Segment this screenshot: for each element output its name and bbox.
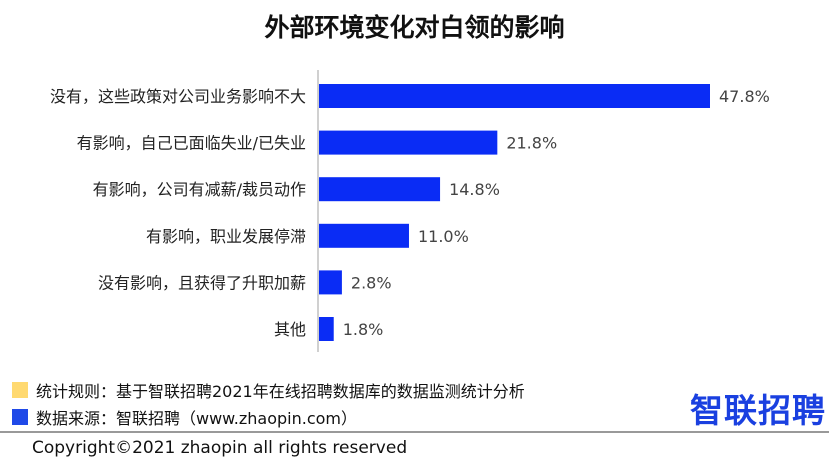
legend-swatch-blue: [12, 409, 28, 425]
bar-chart: 没有，这些政策对公司业务影响不大 47.8% 有影响，自己已面临失业/已失业 21.8…: [50, 70, 770, 352]
zhaopin-logo: 智联招聘: [690, 391, 826, 430]
legend-source: 数据来源：智联招聘（www.zhaopin.com）: [12, 405, 357, 429]
bar: [319, 317, 334, 341]
legend-source-text: 数据来源：智联招聘（www.zhaopin.com）: [36, 409, 358, 428]
category-label: 有影响，职业发展停滞: [146, 227, 306, 246]
bar: [319, 130, 498, 155]
data-label: 47.8%: [719, 87, 770, 106]
bar: [319, 223, 409, 248]
data-label: 2.8%: [351, 273, 392, 292]
bar: [319, 84, 710, 108]
copyright: Copyright©2021 zhaopin all rights reserv…: [32, 438, 408, 458]
data-label: 1.8%: [343, 320, 384, 339]
data-label: 14.8%: [449, 180, 500, 199]
data-label: 21.8%: [506, 134, 557, 153]
legend-rule-text: 统计规则：基于智联招聘2021年在线招聘数据库的数据监测统计分析: [36, 382, 525, 401]
bar: [319, 177, 441, 202]
divider: [0, 431, 829, 433]
legend-rule: 统计规则：基于智联招聘2021年在线招聘数据库的数据监测统计分析: [12, 378, 525, 402]
category-label: 没有，这些政策对公司业务影响不大: [50, 87, 306, 106]
bar: [319, 270, 342, 295]
chart-title: 外部环境变化对白领的影响: [264, 13, 565, 42]
data-label: 11.0%: [418, 227, 469, 246]
category-label: 有影响，公司有减薪/裁员动作: [93, 180, 306, 199]
legend-swatch-yellow: [12, 382, 28, 398]
category-label: 其他: [274, 320, 306, 339]
category-label: 有影响，自己已面临失业/已失业: [77, 134, 306, 153]
category-label: 没有影响，且获得了升职加薪: [98, 273, 306, 292]
